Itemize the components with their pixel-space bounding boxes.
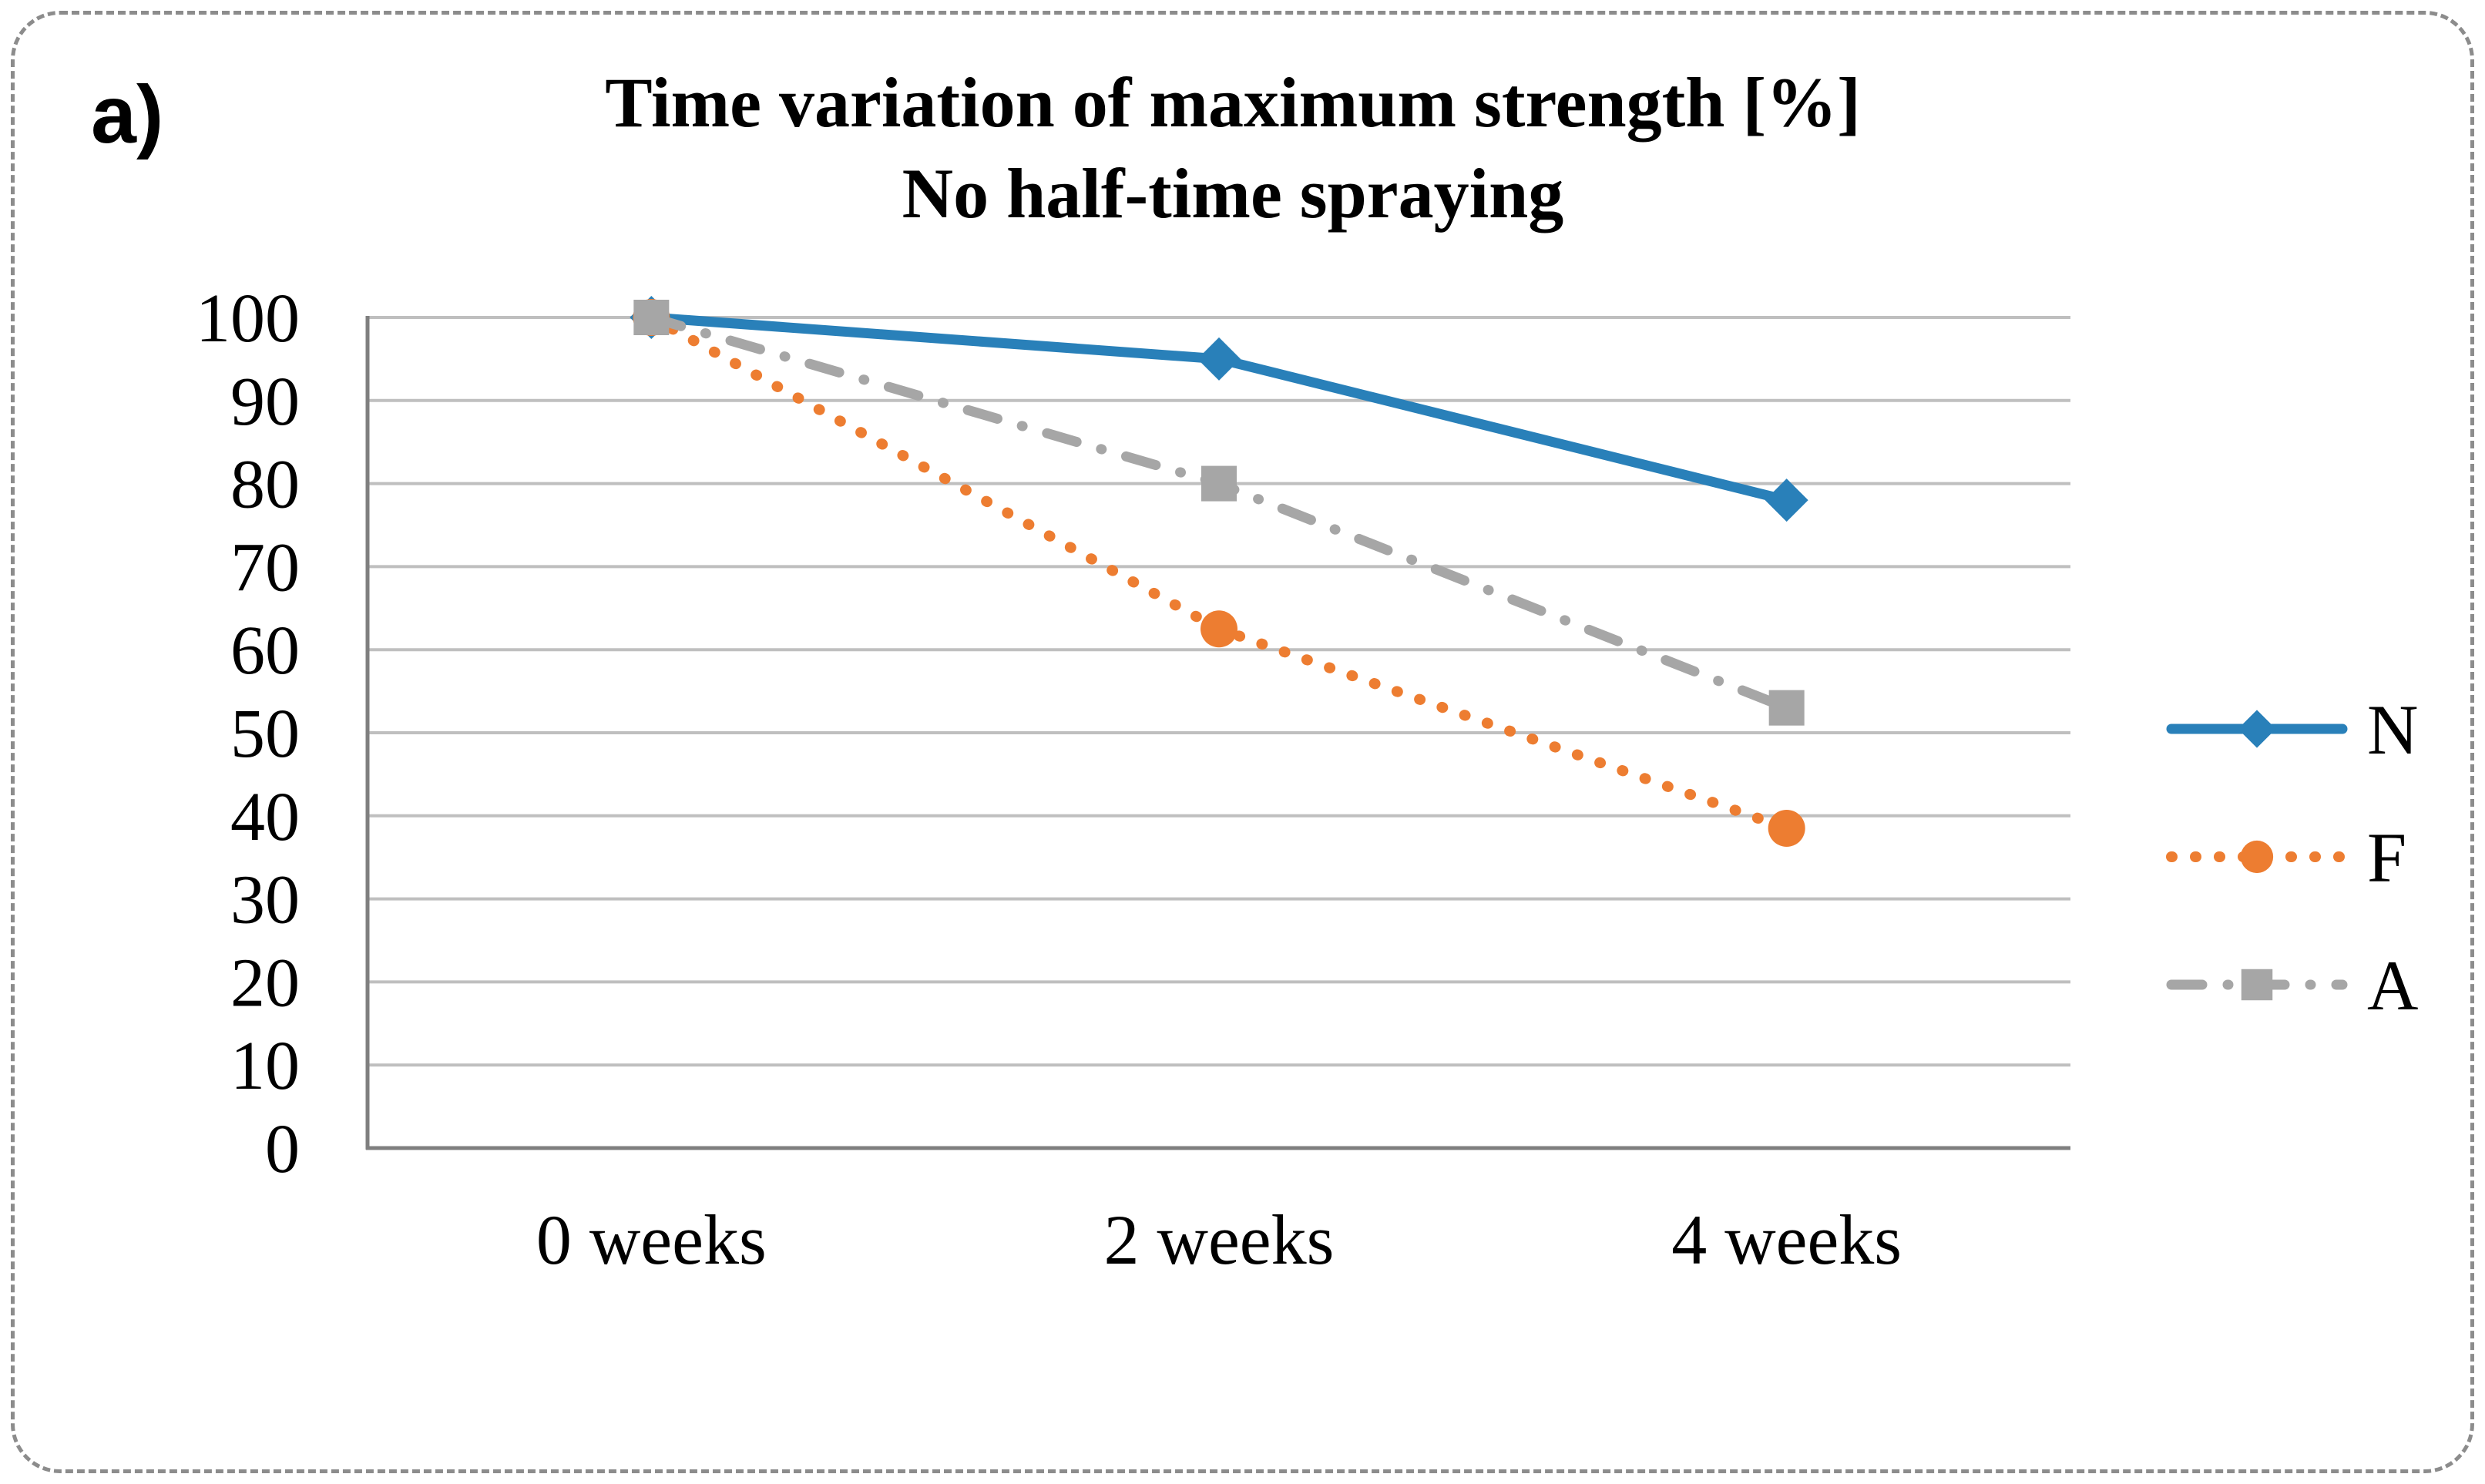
legend-marker-A [2241,969,2273,1001]
series-A-marker-2 [1768,690,1805,726]
y-tick-label-30: 30 [230,862,300,938]
legend-item-F: F [2166,818,2406,897]
x-tick-label-0: 0 weeks [536,1200,767,1279]
y-tick-label-40: 40 [230,779,300,855]
y-tick-label-0: 0 [265,1111,300,1187]
x-tick-label-2: 4 weeks [1671,1200,1902,1279]
figure-dashed-border [11,11,2474,1473]
series-A-marker-0 [633,300,670,335]
legend-label-A: A [2367,946,2418,1025]
series-F-marker-1 [1201,610,1237,648]
y-tick-label-50: 50 [230,696,300,772]
series-F [633,299,1805,847]
series-A [633,300,1805,726]
y-tick-label-70: 70 [230,529,300,606]
y-tick-label-60: 60 [230,613,300,689]
y-tick-label-100: 100 [196,280,300,357]
series-line-F [646,312,1792,834]
y-tick-label-20: 20 [230,945,300,1021]
panel-label: a) [91,69,164,160]
chart-title: Time variation of maximum strength [%] [605,63,1861,142]
x-tick-label-1: 2 weeks [1104,1200,1335,1279]
y-tick-label-10: 10 [230,1028,300,1104]
series-A-marker-1 [1201,465,1237,502]
legend-label-F: F [2367,818,2406,897]
legend-marker-F [2240,840,2274,874]
y-tick-label-90: 90 [230,364,300,440]
series-F-marker-2 [1768,809,1805,847]
series-N-marker-2 [1765,478,1808,522]
legend-label-N: N [2367,690,2418,769]
series-N-marker-1 [1197,337,1241,381]
chart-title-block: Time variation of maximum strength [%] N… [462,57,2003,239]
chart-subtitle: No half-time spraying [902,154,1564,233]
legend-marker-N [2238,710,2276,748]
legend-item-N: N [2166,690,2418,769]
y-tick-label-80: 80 [230,447,300,523]
legend-item-A: A [2166,946,2418,1025]
